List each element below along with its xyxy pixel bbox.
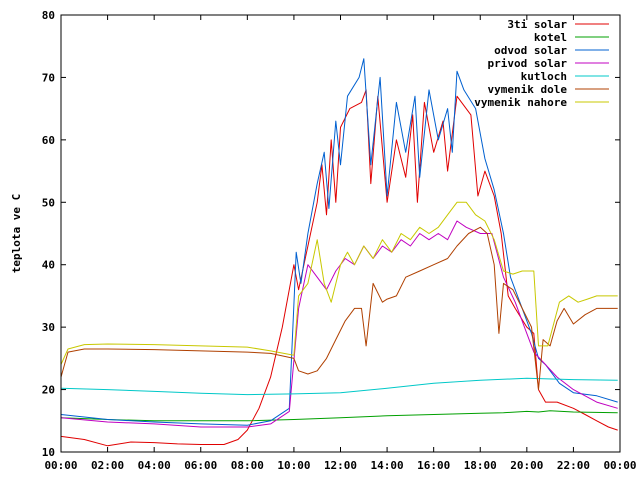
y-tick-label: 30 <box>42 321 55 334</box>
series-line-kutloch <box>60 377 618 396</box>
series-line-privod-solar <box>60 220 618 428</box>
x-tick-label: 02:00 <box>91 459 124 472</box>
series-line-odvod-solar <box>60 58 618 426</box>
series-line-vymenik-dole <box>60 226 618 391</box>
y-tick-label: 60 <box>42 134 55 147</box>
x-tick-label: 16:00 <box>417 459 450 472</box>
series-layer <box>60 58 618 447</box>
y-tick-label: 50 <box>42 196 55 209</box>
y-tick-label: 40 <box>42 259 55 272</box>
series-line-vymenik-nahore <box>60 201 618 365</box>
legend-label-odvod-solar: odvod solar <box>494 44 567 57</box>
axis-ticks: 10 20 30 40 50 60 70 80 00:00 02:00 04:00 06:00 08:0… <box>42 9 637 472</box>
x-tick-label: 10:00 <box>277 459 310 472</box>
legend-label-kotel: kotel <box>534 31 567 44</box>
y-tick-label: 70 <box>42 71 55 84</box>
legend-label-3ti-solar: 3ti solar <box>507 18 567 31</box>
y-tick-label: 20 <box>42 384 55 397</box>
y-axis-label: teplota ve C <box>10 194 23 273</box>
x-tick-label: 14:00 <box>371 459 404 472</box>
x-tick-label: 00:00 <box>603 459 636 472</box>
x-tick-label: 04:00 <box>138 459 171 472</box>
x-tick-label: 00:00 <box>44 459 77 472</box>
series-line-kotel <box>60 410 618 422</box>
series-line-3ti-solar <box>60 89 618 447</box>
legend-label-kutloch: kutloch <box>521 70 567 83</box>
x-tick-label: 22:00 <box>557 459 590 472</box>
legend-label-vymenik-dole: vymenik dole <box>488 83 568 96</box>
y-tick-label: 10 <box>42 446 55 459</box>
y-tick-label: 80 <box>42 9 55 22</box>
x-tick-label: 18:00 <box>464 459 497 472</box>
x-tick-label: 08:00 <box>231 459 264 472</box>
legend-label-privod-solar: privod solar <box>488 57 568 70</box>
x-tick-label: 12:00 <box>324 459 357 472</box>
x-tick-label: 20:00 <box>510 459 543 472</box>
legend-label-vymenik-nahore: vymenik nahore <box>474 96 567 109</box>
x-tick-label: 06:00 <box>184 459 217 472</box>
